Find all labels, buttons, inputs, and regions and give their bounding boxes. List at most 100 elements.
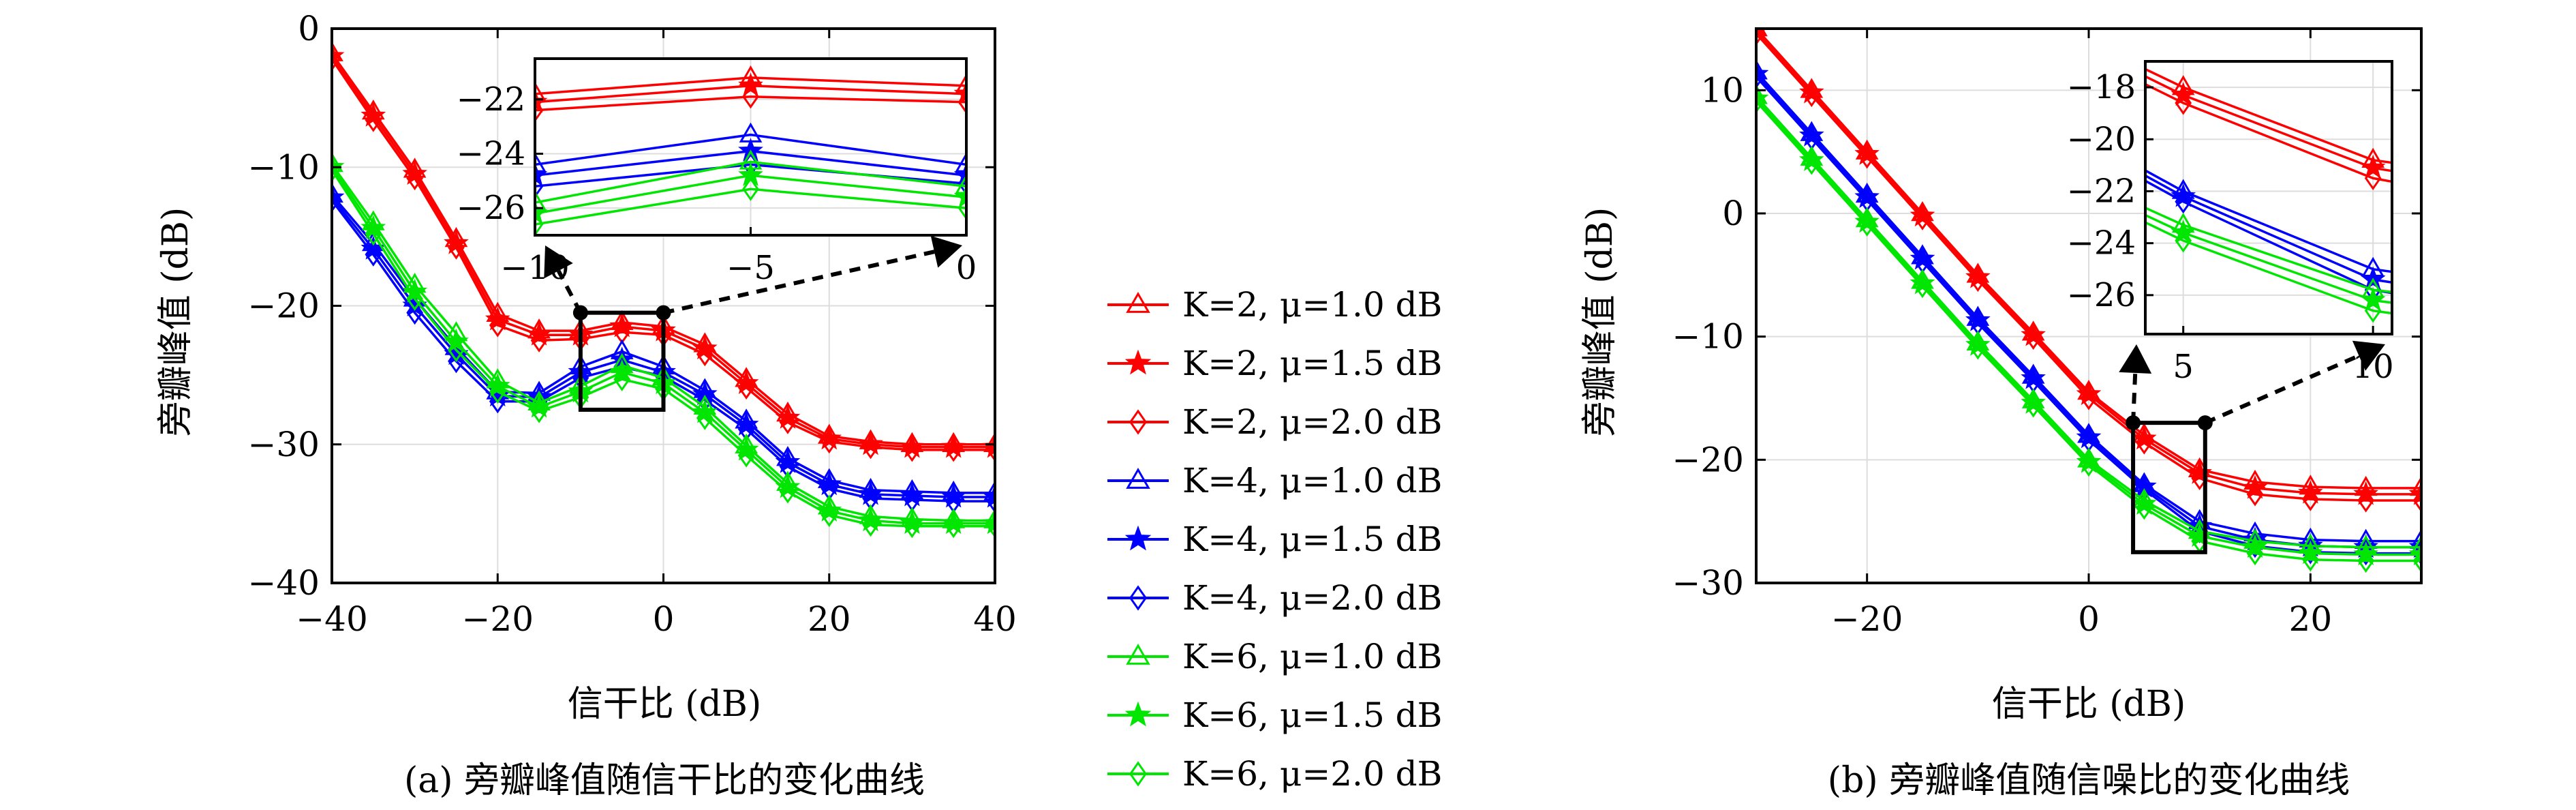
inset-frame	[2144, 60, 2393, 335]
data-point	[1854, 141, 1880, 165]
legend: K=2, μ=1.0 dB K=2, μ=1.5 dB K=2, μ=2.0 dB K…	[1107, 285, 1442, 794]
inset-data-point	[955, 152, 966, 172]
legend-swatch-marker	[1129, 761, 1148, 787]
data-point	[2025, 325, 2042, 350]
inset-data-point	[957, 171, 966, 196]
data-point	[2076, 449, 2102, 473]
data-point	[1965, 332, 1991, 356]
inset-y-tick-label: −24	[457, 134, 525, 172]
data-point	[2353, 481, 2378, 505]
data-point	[737, 375, 755, 400]
connector-arrowhead	[2352, 340, 2385, 371]
data-point	[2412, 548, 2421, 573]
legend-label: K=4, μ=1.5 dB	[1182, 520, 1442, 559]
data-point	[904, 438, 921, 462]
inset-x-tick-label: 5	[2173, 348, 2194, 386]
data-point	[613, 367, 631, 391]
data-point	[448, 349, 465, 374]
data-point	[1756, 29, 1765, 46]
legend-item: K=4, μ=1.5 dB	[1107, 520, 1442, 559]
legend-label: K=2, μ=1.0 dB	[1182, 285, 1442, 325]
data-point	[2242, 475, 2268, 499]
data-point	[2353, 541, 2378, 566]
data-point	[406, 301, 423, 325]
data-point	[900, 434, 925, 458]
series-line	[1756, 33, 2421, 502]
data-point	[332, 182, 343, 203]
legend-item: K=2, μ=2.0 dB	[1107, 402, 1442, 442]
data-point	[2135, 430, 2153, 455]
inset-x-tick-label: 0	[956, 249, 977, 287]
series-line	[1756, 100, 2421, 562]
inset-y-tick-label: −22	[457, 80, 525, 119]
connector-line	[2131, 372, 2138, 423]
data-point	[2242, 534, 2268, 558]
inset-data-point	[535, 190, 547, 211]
data-point	[2301, 540, 2319, 565]
inset-data-point	[953, 80, 966, 105]
data-point	[696, 342, 714, 367]
data-point	[2298, 540, 2323, 565]
x-tick-label: 40	[973, 599, 1017, 639]
data-point	[2246, 541, 2264, 566]
legend-label: K=2, μ=1.5 dB	[1182, 344, 1442, 383]
data-point	[1965, 264, 1991, 288]
data-point	[2021, 365, 2046, 389]
data-point	[1858, 145, 1876, 169]
data-point	[858, 431, 883, 455]
data-point	[779, 410, 797, 434]
x-tick-label: 0	[2078, 599, 2100, 639]
data-point	[1756, 89, 1765, 114]
data-point	[2246, 482, 2264, 507]
data-point	[2076, 424, 2102, 449]
data-point	[862, 435, 879, 460]
data-point	[983, 480, 995, 501]
inset-data-point	[957, 196, 966, 220]
connector-line	[662, 250, 935, 315]
data-point	[2135, 496, 2153, 520]
inset-data-point	[742, 177, 759, 201]
inset-data-point	[955, 73, 966, 94]
data-point	[1965, 307, 1991, 331]
legend-swatch-marker	[1124, 525, 1152, 551]
inset-panel-b: 5 10−18−20−22−24−26	[2067, 60, 2394, 386]
data-point	[1969, 335, 1987, 360]
data-point	[945, 514, 962, 539]
inset-data-point	[535, 98, 544, 123]
panel-b-xlabel: 信干比 (dB)	[1992, 684, 2186, 725]
zoom-box	[2131, 421, 2207, 554]
inset-data-point	[2175, 190, 2192, 214]
data-point	[1803, 151, 1820, 175]
data-point	[821, 430, 838, 454]
y-tick-label: −40	[247, 563, 320, 603]
zoom-connectors-panel-b	[2119, 340, 2385, 431]
panel-b-ylabel: 旁瓣峰值 (dB)	[1580, 207, 1621, 437]
data-point	[365, 242, 382, 267]
y-tick-label: −30	[1672, 563, 1744, 603]
legend-swatch-marker	[1126, 291, 1150, 313]
data-point	[983, 432, 995, 452]
inset-y-tick-label: −20	[2067, 120, 2136, 158]
legend-swatch-marker	[1129, 585, 1148, 611]
data-point	[986, 514, 995, 539]
legend-swatch-marker	[1124, 701, 1152, 727]
data-point	[2080, 452, 2098, 477]
data-point	[1914, 273, 1931, 299]
inset-data-point	[957, 90, 966, 115]
series-group	[332, 41, 995, 539]
legend-swatch-marker	[1126, 643, 1150, 665]
data-point	[489, 389, 506, 414]
legend-label: K=6, μ=2.0 dB	[1182, 754, 1442, 794]
data-point	[1910, 202, 1935, 227]
data-point	[609, 359, 635, 383]
data-point	[2410, 475, 2421, 496]
data-point	[986, 438, 995, 462]
x-tick-label: −20	[461, 599, 534, 639]
data-point	[530, 328, 548, 352]
data-point	[1803, 82, 1820, 108]
inset-data-point	[2364, 299, 2382, 323]
connector-line	[2204, 354, 2360, 425]
data-point	[1799, 122, 1824, 147]
connector-arrowhead	[930, 235, 962, 268]
